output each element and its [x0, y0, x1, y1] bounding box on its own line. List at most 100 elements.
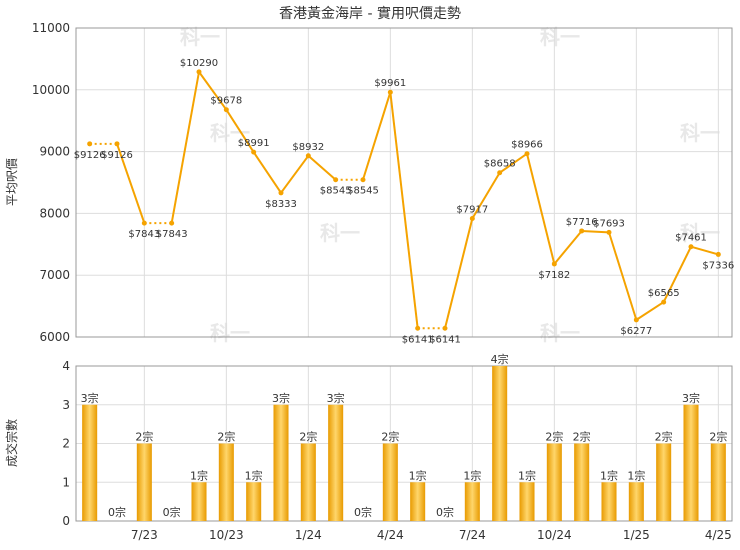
line-data-label: $7336: [702, 260, 734, 271]
line-segment: [471, 172, 501, 220]
bar-data-label: 4宗: [491, 352, 509, 366]
bar: [683, 404, 699, 521]
watermark-text: 科一: [210, 121, 250, 145]
line-point: [278, 190, 284, 196]
bar-data-label: 1宗: [409, 468, 427, 482]
line-point: [551, 261, 557, 267]
watermark-text: 科一: [210, 321, 250, 345]
x-tick-label: 7/24: [459, 528, 486, 542]
bar: [656, 443, 672, 521]
line-data-label: $10290: [180, 58, 218, 69]
line-segment: [608, 232, 638, 321]
bar: [273, 404, 289, 521]
bar-y-tick-label: 1: [62, 475, 70, 489]
line-point: [87, 141, 93, 147]
line-data-label: $8545: [320, 186, 352, 197]
watermark-text: 科一: [680, 221, 720, 245]
line-segment: [116, 143, 146, 224]
line-segment: [389, 92, 419, 329]
bar-series-layer: 3宗 0宗 2宗 0宗 1宗 2宗 1宗 3宗 2宗 3宗 0宗 2宗 1宗 0宗 1宗 4宗 1宗 2宗 2宗 1宗…: [81, 352, 727, 521]
line-point: [469, 216, 475, 222]
line-series-layer: $9126$9126 $7843$7843 $10290 $9678 $8991 $833…: [74, 58, 734, 345]
bar: [246, 482, 262, 521]
chart-title: 香港黃金海岸 - 實用呎價走勢: [279, 5, 461, 22]
bar-data-label: 2宗: [217, 430, 235, 444]
line-data-label: $7182: [538, 270, 570, 281]
bar: [191, 482, 207, 521]
line-segment: [581, 229, 610, 234]
bar: [82, 404, 98, 521]
line-y-tick-label: 11000: [32, 21, 70, 35]
line-point: [305, 153, 311, 159]
line-point: [360, 177, 366, 183]
line-data-label: $8932: [292, 142, 324, 153]
bar-data-label: 2宗: [709, 430, 727, 444]
line-data-label: $7716: [566, 217, 598, 228]
bar-data-label: 0宗: [163, 505, 181, 519]
line-segment: [170, 71, 200, 224]
line-segment: [280, 155, 310, 194]
line-y-tick-label: 9000: [39, 145, 70, 159]
line-point: [497, 170, 503, 176]
line-point: [387, 89, 393, 95]
bar-y-tick-label: 0: [62, 514, 70, 528]
bar: [328, 404, 344, 521]
bar-data-label: 1宗: [600, 468, 618, 482]
line-data-label: $7843: [156, 229, 188, 240]
bar: [136, 443, 152, 521]
x-tick-label: 10/23: [209, 528, 244, 542]
line-point: [661, 299, 667, 305]
line-data-label: $9678: [210, 96, 242, 107]
line-segment: [553, 230, 583, 265]
line-point: [196, 69, 202, 75]
bar-y-tick-label: 4: [62, 359, 70, 373]
bar-data-label: 2宗: [135, 430, 153, 444]
x-tick-label: 4/24: [377, 528, 404, 542]
watermark-text: 科一: [540, 321, 580, 345]
bar-y-tick-label: 3: [62, 398, 70, 412]
bar-data-label: 1宗: [463, 468, 481, 482]
bar-data-label: 2宗: [299, 430, 317, 444]
line-data-label: $9126: [101, 150, 133, 161]
line-data-label: $7693: [593, 218, 625, 229]
bar-data-label: 2宗: [655, 430, 673, 444]
x-tick-label: 10/24: [537, 528, 572, 542]
line-point: [251, 149, 257, 155]
bar: [546, 443, 562, 521]
line-segment: [225, 109, 255, 153]
line-point: [633, 317, 639, 323]
line-segment: [662, 246, 692, 303]
x-tick-label: 7/23: [131, 528, 158, 542]
line-segment: [635, 301, 665, 321]
bar: [300, 443, 316, 521]
line-data-label: $8333: [265, 199, 297, 210]
line-point: [715, 251, 721, 257]
bar-data-label: 3宗: [272, 391, 290, 405]
line-data-label: $7843: [128, 229, 160, 240]
line-y-tick-label: 8000: [39, 206, 70, 220]
line-point: [688, 244, 694, 250]
watermark-text: 科一: [320, 221, 360, 245]
bar-data-label: 3宗: [81, 391, 99, 405]
line-point: [114, 141, 120, 147]
line-data-label: $8991: [238, 138, 270, 149]
watermark-text: 科一: [540, 25, 580, 49]
bar: [464, 482, 480, 521]
bar-data-label: 1宗: [627, 468, 645, 482]
watermark-text: 科一: [680, 121, 720, 145]
line-segment: [252, 151, 282, 194]
line-segment: [198, 71, 228, 111]
bar-data-label: 1宗: [245, 468, 263, 482]
bar-y-axis-title: 成交宗數: [4, 419, 19, 467]
bar: [382, 443, 398, 521]
line-segment: [690, 245, 719, 256]
line-point: [524, 151, 530, 157]
bar: [574, 443, 590, 521]
line-point: [333, 177, 339, 183]
line-point: [415, 325, 421, 331]
line-point: [606, 229, 612, 235]
line-data-label: $7461: [675, 233, 707, 244]
